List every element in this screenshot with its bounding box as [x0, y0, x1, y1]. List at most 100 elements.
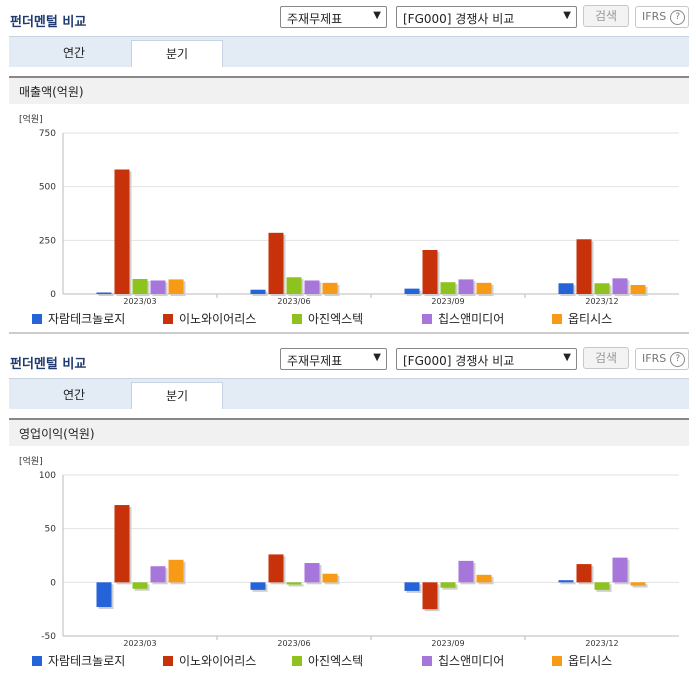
bar[interactable]	[286, 582, 302, 585]
bar[interactable]	[458, 279, 474, 294]
bar[interactable]	[422, 582, 438, 610]
bar[interactable]	[576, 239, 592, 294]
legend-swatch	[292, 656, 302, 666]
bar[interactable]	[132, 582, 148, 589]
bar[interactable]	[304, 563, 320, 583]
legend-label: 이노와이어리스	[179, 654, 257, 668]
y-tick-label: 250	[39, 236, 56, 246]
legend-item[interactable]: 옵티시스	[552, 310, 612, 327]
bar[interactable]	[558, 580, 574, 583]
bar[interactable]	[322, 282, 338, 294]
y-tick-label: 500	[39, 183, 56, 193]
ifrs-label: IFRS	[642, 10, 667, 23]
bar[interactable]	[250, 582, 266, 590]
statement-select[interactable]: 주재무제표 ▼	[280, 6, 387, 28]
panel-operating-income: 펀더멘털 비교 주재무제표 ▼ [FG000] 경쟁사 비교 ▼ 검색 IFRS? …	[0, 342, 696, 684]
legend-item[interactable]: 이노와이어리스	[163, 310, 256, 327]
bar[interactable]	[476, 574, 492, 583]
legend-swatch	[32, 656, 42, 666]
bar[interactable]	[558, 283, 574, 294]
operating-income-chart: [억원] -50 0 50 100 2023/03 2023/06 2023/09 2023/1…	[19, 455, 679, 648]
bar[interactable]	[476, 282, 492, 294]
bar-shadow	[632, 584, 648, 588]
chevron-down-icon: ▼	[373, 10, 381, 21]
bar[interactable]	[612, 557, 628, 583]
legend-item[interactable]: 옵티시스	[552, 652, 612, 669]
peer-group-select-value: [FG000] 경쟁사 비교	[403, 354, 515, 368]
peer-group-select[interactable]: [FG000] 경쟁사 비교 ▼	[396, 6, 577, 28]
bar[interactable]	[404, 582, 420, 591]
tab-quarterly[interactable]: 분기	[131, 382, 223, 409]
bar[interactable]	[612, 278, 628, 294]
legend-item[interactable]: 아진엑스텍	[292, 310, 363, 327]
bar[interactable]	[268, 232, 284, 294]
legend-item[interactable]: 칩스앤미디어	[422, 310, 504, 327]
bar-shadow	[98, 294, 114, 296]
bar[interactable]	[150, 280, 166, 294]
y-tick-label: 750	[39, 129, 56, 139]
bar[interactable]	[458, 560, 474, 583]
ifrs-label: IFRS	[642, 352, 667, 365]
ifrs-help-button[interactable]: IFRS?	[635, 348, 689, 370]
legend-item[interactable]: 자람테크놀로지	[32, 310, 125, 327]
legend-item[interactable]: 칩스앤미디어	[422, 652, 504, 669]
statement-select-value: 주재무제표	[287, 354, 343, 368]
legend-swatch	[163, 314, 173, 324]
bar[interactable]	[440, 282, 456, 294]
y-axis-unit: [억원]	[19, 113, 43, 125]
bar[interactable]	[114, 169, 130, 294]
legend-item[interactable]: 아진엑스텍	[292, 652, 363, 669]
bar[interactable]	[630, 582, 646, 586]
bar[interactable]	[268, 554, 284, 583]
bar[interactable]	[404, 288, 420, 294]
tab-annual[interactable]: 연간	[62, 46, 86, 60]
bar[interactable]	[440, 582, 456, 588]
legend-swatch	[422, 314, 432, 324]
x-tick-label: 2023/12	[585, 297, 618, 306]
chart-title-bar: 영업이익(억원)	[9, 418, 689, 446]
legend-item[interactable]: 자람테크놀로지	[32, 652, 125, 669]
legend-label: 칩스앤미디어	[438, 312, 505, 326]
legend-item[interactable]: 이노와이어리스	[163, 652, 256, 669]
bar[interactable]	[594, 283, 610, 294]
help-icon: ?	[670, 9, 686, 25]
y-tick-label: -50	[41, 632, 56, 642]
help-icon: ?	[670, 351, 686, 367]
bar[interactable]	[114, 505, 130, 583]
ifrs-help-button[interactable]: IFRS?	[635, 6, 689, 28]
legend-label: 옵티시스	[568, 654, 613, 668]
legend-label: 자람테크놀로지	[48, 654, 126, 668]
y-tick-label: 50	[45, 525, 57, 535]
statement-select[interactable]: 주재무제표 ▼	[280, 348, 387, 370]
bar[interactable]	[576, 564, 592, 583]
legend-swatch	[292, 314, 302, 324]
bar[interactable]	[630, 284, 646, 294]
legend-label: 자람테크놀로지	[48, 312, 126, 326]
peer-group-select-value: [FG000] 경쟁사 비교	[403, 12, 515, 26]
bar-shadow	[560, 582, 576, 585]
bar[interactable]	[132, 278, 148, 294]
x-tick-label: 2023/06	[277, 297, 310, 306]
bar[interactable]	[168, 279, 184, 294]
legend-label: 옵티시스	[568, 312, 613, 326]
bar[interactable]	[150, 566, 166, 583]
x-tick-label: 2023/03	[123, 297, 156, 306]
peer-group-select[interactable]: [FG000] 경쟁사 비교 ▼	[396, 348, 577, 370]
bar[interactable]	[286, 277, 302, 294]
chevron-down-icon: ▼	[563, 352, 571, 363]
bar[interactable]	[304, 280, 320, 294]
bar[interactable]	[96, 582, 112, 608]
tab-annual[interactable]: 연간	[62, 388, 86, 402]
bar[interactable]	[322, 573, 338, 583]
bar[interactable]	[422, 249, 438, 294]
search-button[interactable]: 검색	[583, 347, 629, 369]
legend-label: 이노와이어리스	[179, 312, 257, 326]
bar[interactable]	[594, 582, 610, 590]
bar[interactable]	[250, 289, 266, 294]
search-button[interactable]: 검색	[583, 5, 629, 27]
bar[interactable]	[168, 559, 184, 583]
bar[interactable]	[96, 292, 112, 294]
legend-swatch	[32, 314, 42, 324]
legend-label: 칩스앤미디어	[438, 654, 505, 668]
tab-quarterly[interactable]: 분기	[131, 40, 223, 67]
